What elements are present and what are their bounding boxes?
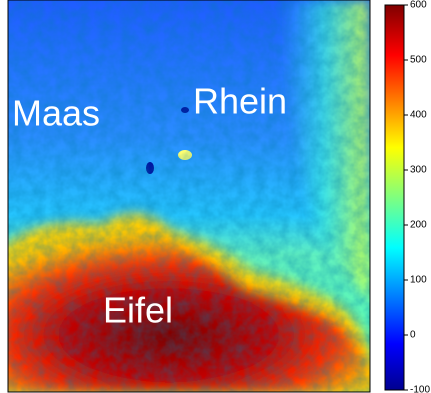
colorbar-tick-label: 200 — [410, 220, 427, 231]
place-label: Eifel — [103, 290, 173, 331]
colorbar-tick-label: 300 — [410, 165, 427, 176]
colorbar-tick-label: 100 — [410, 275, 427, 286]
colorbar-tick-label: 400 — [410, 110, 427, 121]
place-label: Maas — [12, 93, 100, 134]
colorbar-tick-label: 600 — [410, 0, 427, 11]
terrain — [8, 0, 370, 392]
place-label: Rhein — [193, 81, 287, 122]
colorbar — [384, 4, 405, 391]
colorbar-tick-label: -100 — [410, 385, 430, 393]
colorbar-tick-label: 0 — [410, 330, 416, 341]
colorbar-tick-label: 500 — [410, 55, 427, 66]
